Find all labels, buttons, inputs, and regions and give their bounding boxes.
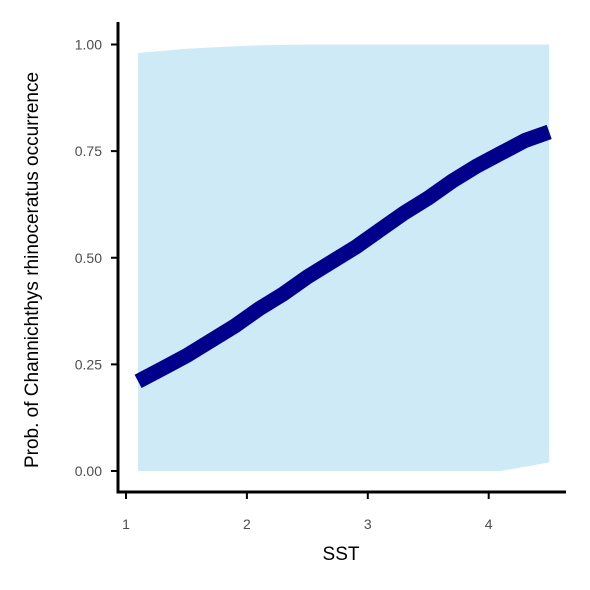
y-tick-label: 1.00 [75,37,102,53]
y-tick-label: 0.25 [75,356,102,372]
y-tick-label: 0.75 [75,143,102,159]
y-axis-ticks: 0.00 0.25 0.50 0.75 1.00 [75,37,118,479]
y-tick-label: 0.00 [75,463,102,479]
x-tick-label: 1 [122,516,130,532]
fitted-line [134,124,552,389]
y-axis-title: Prob. of Channichthys rhinoceratus occur… [22,72,43,468]
fitted-line-layer [134,124,552,389]
x-axis-ticks: 1 2 3 4 [122,492,493,532]
x-tick-label: 4 [485,516,493,532]
x-tick-label: 2 [243,516,251,532]
y-tick-label: 0.50 [75,250,102,266]
x-tick-label: 3 [364,516,372,532]
x-axis-title: SST [323,544,360,565]
